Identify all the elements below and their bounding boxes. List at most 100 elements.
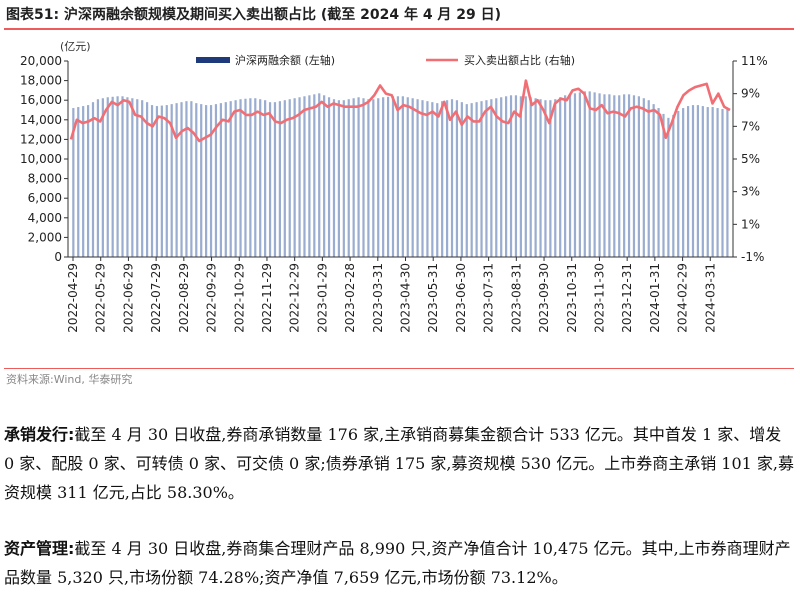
x-tick-label: 2023-08-31 — [509, 263, 523, 333]
bar — [126, 97, 129, 257]
bar — [185, 101, 188, 258]
bar — [406, 97, 409, 257]
left-tick-label: 16,000 — [20, 93, 62, 107]
bar — [77, 107, 80, 257]
left-tick-label: 4,000 — [28, 211, 62, 225]
title-divider — [4, 28, 794, 30]
bar — [141, 100, 144, 257]
bar — [372, 99, 375, 257]
bar — [342, 100, 345, 257]
bar — [131, 98, 134, 258]
bar — [549, 100, 552, 257]
left-tick-label: 6,000 — [28, 191, 62, 205]
bar — [293, 98, 296, 258]
bar — [623, 94, 626, 257]
legend-label-balance: 沪深两融余额 (左轴) — [235, 53, 335, 67]
bar — [519, 96, 522, 257]
x-tick-label: 2023-06-30 — [454, 263, 468, 333]
bar — [219, 103, 222, 257]
bar — [686, 106, 690, 257]
bar — [303, 96, 306, 257]
bar — [559, 97, 562, 257]
bar — [411, 98, 414, 258]
bar — [583, 91, 586, 257]
bar — [362, 98, 365, 258]
left-tick-label: 10,000 — [20, 152, 62, 166]
bar — [352, 98, 355, 258]
legend-swatch-balance — [196, 57, 230, 63]
figure-title: 图表51: 沪深两融余额规模及期间买入卖出额占比 (截至 2024 年 4 月 … — [6, 7, 502, 23]
bar — [598, 93, 601, 257]
bar — [436, 103, 439, 257]
bar — [618, 95, 621, 257]
bar — [91, 102, 95, 257]
x-axis: 2022-04-29 2022-05-29 2022-06-29 2022-07-29… — [66, 256, 733, 333]
bar — [672, 114, 675, 258]
x-tick-label: 2023-10-31 — [565, 263, 579, 333]
bar — [495, 98, 498, 258]
bar — [160, 105, 163, 257]
bar — [165, 105, 168, 257]
bar — [155, 106, 159, 257]
left-tick-label: 20,000 — [20, 54, 62, 68]
right-tick-label: 5% — [741, 152, 760, 166]
bar — [298, 97, 301, 257]
bar — [706, 107, 709, 257]
bar — [244, 98, 247, 257]
bar — [337, 100, 341, 257]
bar — [691, 105, 695, 257]
bar — [470, 103, 473, 257]
bar — [209, 105, 213, 257]
x-tick-label: 2023-07-31 — [482, 263, 496, 333]
left-tick-label: 2,000 — [28, 230, 62, 244]
right-tick-label: 7% — [741, 119, 760, 133]
bar — [249, 98, 252, 258]
bar — [234, 100, 237, 257]
bar — [239, 99, 242, 257]
bar — [642, 98, 645, 258]
x-tick-label: 2022-04-29 — [66, 263, 80, 333]
bar — [445, 100, 449, 257]
bar — [696, 105, 700, 257]
bar — [190, 101, 193, 258]
left-tick-label: 8,000 — [28, 172, 62, 186]
paragraph-asset-management: 资产管理:截至 4 月 30 日收盘,券商集合理财产品 8,990 只,资产净值… — [4, 534, 796, 592]
bar — [613, 95, 616, 257]
paragraph-underwriting-text: 截至 4 月 30 日收盘,券商承销数量 176 家,主承销商募集金额合计 53… — [4, 425, 795, 502]
bar — [667, 117, 670, 257]
bar — [121, 96, 124, 257]
bar — [475, 102, 478, 257]
bar — [662, 113, 665, 257]
bar — [273, 102, 277, 257]
bars — [72, 91, 729, 258]
bar — [608, 94, 611, 257]
bar — [391, 96, 395, 257]
x-tick-label: 2024-02-29 — [676, 263, 690, 333]
bar — [101, 98, 104, 258]
bar — [431, 102, 434, 257]
left-unit-label: (亿元) — [60, 40, 91, 53]
bar — [224, 102, 227, 257]
bar — [554, 99, 557, 257]
bar — [283, 100, 286, 257]
bar — [259, 99, 262, 257]
bar — [195, 103, 198, 257]
bar — [465, 104, 468, 258]
ratio-line — [69, 79, 731, 143]
bar — [505, 96, 508, 257]
bar — [401, 96, 404, 257]
x-tick-label: 2023-04-30 — [399, 263, 413, 333]
x-tick-label: 2023-05-31 — [426, 263, 440, 333]
bar — [485, 100, 488, 257]
bar — [377, 98, 380, 258]
bar — [170, 104, 173, 258]
source-note: 资料来源:Wind, 华泰研究 — [6, 373, 133, 386]
bar — [721, 109, 724, 258]
x-tick-label: 2023-02-28 — [343, 263, 357, 333]
right-axis: -1% 1% 3% 5% 7% 9% 11% — [732, 54, 768, 264]
bar — [347, 99, 350, 257]
bar — [534, 98, 537, 258]
x-tick-label: 2023-03-31 — [371, 263, 385, 333]
x-tick-label: 2022-05-29 — [94, 263, 108, 333]
legend-label-ratio: 买入卖出额占比 (右轴) — [464, 53, 575, 67]
